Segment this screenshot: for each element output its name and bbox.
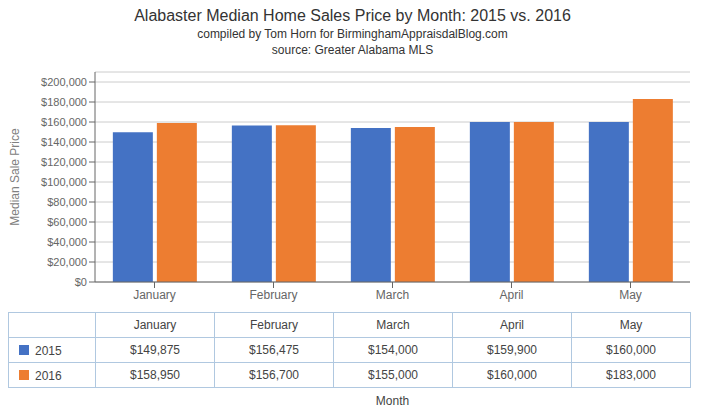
html-text:January: January <box>133 318 177 332</box>
svg-text:$200,000: $200,000 <box>41 76 87 88</box>
html-text:March: March <box>376 318 410 332</box>
html-text:April: April <box>500 318 524 332</box>
html-text:$159,900: $159,900 <box>487 343 537 357</box>
svg-text:$140,000: $140,000 <box>41 136 87 148</box>
svg-text:March: March <box>376 288 409 302</box>
svg-text:$40,000: $40,000 <box>47 236 87 248</box>
html-text:$155,000: $155,000 <box>368 368 418 382</box>
html-text:$160,000: $160,000 <box>606 343 656 357</box>
html-text:source: Greater Alabama MLS: source: Greater Alabama MLS <box>271 43 434 57</box>
svg-text:January: January <box>133 288 176 302</box>
svg-text:Median Sale Price: Median Sale Price <box>8 128 22 226</box>
html-text:May: May <box>619 318 643 332</box>
svg-text:$20,000: $20,000 <box>47 256 87 268</box>
svg-text:February: February <box>249 288 297 302</box>
svg-text:$120,000: $120,000 <box>41 156 87 168</box>
svg-text:$160,000: $160,000 <box>41 116 87 128</box>
html-text:$158,950: $158,950 <box>130 368 180 382</box>
html-text:$156,700: $156,700 <box>249 368 299 382</box>
html-text:compiled by Tom Horn for Birmi: compiled by Tom Horn for BirminghamAppra… <box>197 27 508 41</box>
svg-text:$0: $0 <box>75 276 87 288</box>
svg-text:$60,000: $60,000 <box>47 216 87 228</box>
html-text:2016: 2016 <box>35 368 62 383</box>
html-text:$183,000: $183,000 <box>606 368 656 382</box>
svg-text:$100,000: $100,000 <box>41 176 87 188</box>
svg-text:May: May <box>619 288 642 302</box>
html-text:Alabaster Median Home Sales Pr: Alabaster Median Home Sales Price by Mon… <box>134 7 571 24</box>
svg-text:April: April <box>499 288 523 302</box>
html-text:$160,000: $160,000 <box>487 368 537 382</box>
svg-text:$80,000: $80,000 <box>47 196 87 208</box>
html-text:February: February <box>250 318 298 332</box>
html-text:2015: 2015 <box>35 343 62 358</box>
html-text:$149,875: $149,875 <box>130 343 180 357</box>
svg-text:$180,000: $180,000 <box>41 96 87 108</box>
html-text:$154,000: $154,000 <box>368 343 418 357</box>
html-text:Month: Month <box>375 394 410 408</box>
html-text:$156,475: $156,475 <box>249 343 299 357</box>
